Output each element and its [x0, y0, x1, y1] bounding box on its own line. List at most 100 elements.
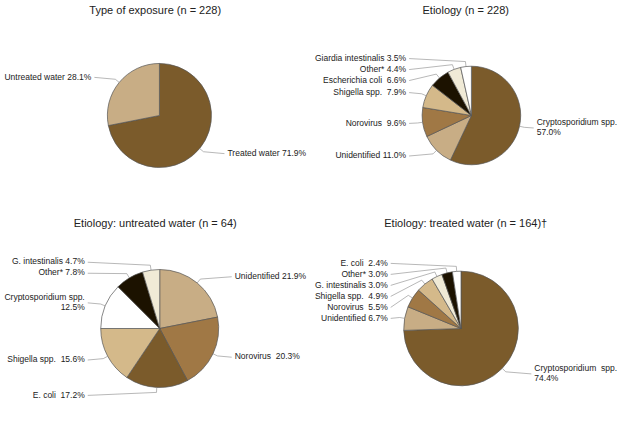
data-labels: Cryptosporidium spp.74.4% Unidentified 6.… — [315, 258, 617, 384]
chart: Type of exposure (n = 228) Treated water … — [0, 0, 621, 426]
leader-line — [520, 126, 534, 128]
leader-lines — [94, 77, 224, 153]
leader-line — [409, 93, 426, 96]
leader-line — [213, 354, 232, 357]
leader-line — [391, 268, 447, 274]
pie-slice — [452, 271, 461, 328]
data-label: Cryptosporidium spp.74.4% — [534, 363, 617, 383]
leader-line — [391, 280, 425, 296]
data-label: Unidentified 11.0% — [335, 150, 406, 160]
leader-line — [88, 303, 105, 306]
data-label-line: Cryptosporidium spp. — [534, 363, 617, 373]
chart-title: Type of exposure (n = 228) — [89, 4, 221, 16]
data-label: Norovirus 20.3% — [235, 351, 301, 361]
data-label-line: 74.4% — [534, 373, 559, 383]
leader-lines — [391, 263, 532, 374]
pie — [101, 270, 219, 388]
data-label-line: Cryptosporidium spp. — [4, 292, 84, 302]
data-label: Other* 7.8% — [38, 267, 85, 277]
pie — [107, 63, 211, 167]
data-label: Treated water 71.9% — [227, 148, 306, 158]
data-label: Shigella spp. 4.9% — [315, 291, 388, 301]
data-label: Cryptosporidium spp.12.5% — [4, 292, 85, 312]
data-label-line: G. intestinalis 4.7% — [12, 256, 85, 266]
panel: Type of exposure (n = 228) Treated water … — [4, 4, 306, 168]
panel: Etiology: untreated water (n = 64) Uniden… — [4, 217, 306, 400]
data-label-line: Escherichia coli 6.6% — [323, 75, 407, 85]
data-label-line: Norovirus 5.5% — [327, 302, 388, 312]
data-label-line: Cryptosporidium spp. — [537, 117, 617, 127]
data-label-line: Unidentified 6.7% — [321, 313, 388, 323]
data-label: Shigella spp. 7.9% — [333, 87, 406, 97]
panel: Etiology: treated water (n = 164)† Crypto… — [315, 217, 617, 386]
data-label: Other* 3.0% — [341, 269, 388, 279]
data-label-line: Treated water 71.9% — [227, 148, 306, 158]
pie — [404, 271, 519, 386]
leader-line — [391, 295, 413, 307]
pie-slice — [108, 63, 211, 167]
leader-line — [197, 277, 232, 283]
pie-slice — [143, 270, 160, 329]
leader-line — [391, 263, 457, 271]
chart-title: Etiology: treated water (n = 164)† — [384, 217, 547, 229]
leader-line — [88, 262, 151, 270]
data-label-line: E. coli 17.2% — [33, 390, 85, 400]
pie-slice — [404, 271, 519, 386]
leader-line — [409, 59, 466, 67]
data-label-line: E. coli 2.4% — [340, 258, 388, 268]
data-label: Other* 4.4% — [360, 64, 407, 74]
leader-line — [409, 74, 439, 80]
data-label: Unidentified 6.7% — [321, 313, 388, 323]
pie-slice — [461, 66, 472, 115]
data-label: Untreated water 28.1% — [4, 72, 91, 82]
data-label-line: Norovirus 9.6% — [346, 118, 407, 128]
data-label-line: Unidentified 21.9% — [235, 271, 307, 281]
chart-title: Etiology (n = 228) — [422, 4, 509, 16]
chart-title: Etiology: untreated water (n = 64) — [74, 217, 237, 229]
data-label: Shigella spp. 15.6% — [7, 354, 85, 364]
data-label-line: Other* 7.8% — [38, 267, 85, 277]
data-label-line: 57.0% — [537, 127, 562, 137]
leader-line — [409, 122, 422, 123]
data-label: Escherichia coli 6.6% — [323, 75, 407, 85]
pie-slice — [107, 63, 159, 125]
data-label-line: Shigella spp. 7.9% — [333, 87, 406, 97]
leader-line — [200, 149, 225, 154]
panel: Etiology (n = 228) Cryptosporidium spp.57… — [315, 4, 617, 165]
data-label-line: 12.5% — [61, 302, 86, 312]
data-label-line: Giardia intestinalis 3.5% — [315, 53, 407, 63]
leader-lines — [409, 59, 534, 156]
data-labels: Treated water 71.9% Untreated water 28.1% — [4, 72, 306, 158]
pie — [422, 66, 521, 165]
pie-slice — [101, 329, 160, 378]
data-label-line: Other* 4.4% — [360, 64, 407, 74]
data-label: Norovirus 9.6% — [346, 118, 407, 128]
leader-line — [88, 356, 108, 360]
leader-line — [409, 65, 454, 70]
pie-slice — [442, 272, 461, 329]
data-label: Cryptosporidium spp.57.0% — [537, 117, 617, 137]
leader-lines — [88, 262, 232, 395]
data-label: E. coli 2.4% — [340, 258, 388, 268]
data-label-line: Unidentified 11.0% — [335, 150, 406, 160]
data-label-line: Shigella spp. 4.9% — [315, 291, 388, 301]
leader-line — [502, 368, 531, 374]
leader-line — [88, 387, 157, 395]
data-label-line: G. intestinalis 3.0% — [315, 280, 388, 290]
leader-line — [94, 77, 119, 82]
data-labels: Unidentified 21.9% Norovirus 20.3% E. coli… — [4, 256, 306, 399]
leader-line — [391, 317, 405, 319]
data-label: Giardia intestinalis 3.5% — [315, 53, 407, 63]
data-label-line: Norovirus 20.3% — [235, 351, 301, 361]
data-label: G. intestinalis 4.7% — [12, 256, 85, 266]
data-label: E. coli 17.2% — [33, 390, 85, 400]
data-label-line: Other* 3.0% — [341, 269, 388, 279]
data-label: G. intestinalis 3.0% — [315, 280, 388, 290]
data-label: Norovirus 5.5% — [327, 302, 388, 312]
leader-line — [409, 150, 436, 156]
leader-line — [391, 272, 437, 285]
leader-line — [88, 273, 130, 278]
data-label-line: Shigella spp. 15.6% — [7, 354, 85, 364]
data-label: Unidentified 21.9% — [235, 271, 307, 281]
data-label-line: Untreated water 28.1% — [4, 72, 91, 82]
